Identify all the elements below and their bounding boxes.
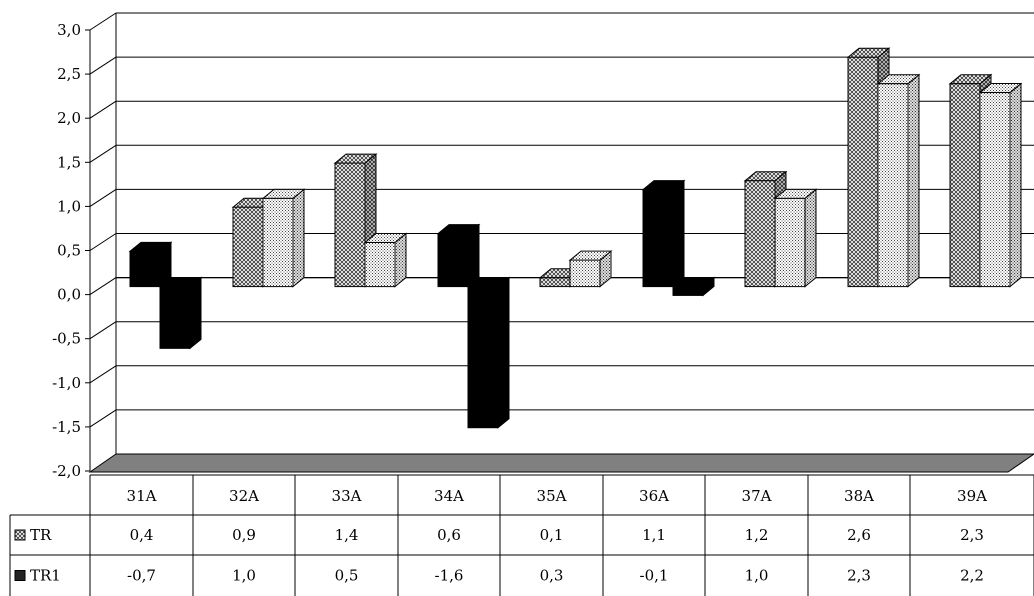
gridline-depth (89, 233, 117, 251)
bar-front (262, 197, 294, 288)
category-label: 36A (639, 487, 669, 505)
y-axis: 3,0 2,5 2,0 1,5 1,0 0,5 0,0 -0,5 -1,0 -1,5 -2,0 (52, 21, 91, 480)
data-label-TR: 0,4 (130, 526, 154, 544)
bar-front (232, 206, 264, 288)
bar-front (159, 286, 191, 349)
gridline-depth (89, 409, 117, 428)
data-label-TR1: 2,3 (847, 567, 871, 585)
gridline-depth (89, 12, 117, 31)
category-label: 33A (332, 487, 362, 505)
data-label-TR1: 2,2 (960, 567, 984, 585)
bar-TR-36A (641, 179, 686, 288)
gridline-depth (89, 56, 117, 75)
bars-layer (128, 47, 1023, 429)
y-tick-label: 2,0 (57, 109, 81, 127)
gridline-depth (89, 277, 117, 296)
bar-front (642, 189, 674, 288)
gridline-depth (89, 188, 117, 207)
bar-front (569, 259, 601, 288)
bar-TR1-34A (466, 276, 511, 429)
bar-TR1-31A (158, 276, 203, 350)
bar-TR1-36A (671, 276, 716, 297)
category-label: 32A (229, 487, 259, 505)
bar-front (364, 242, 396, 288)
legend-swatch-TR1 (14, 570, 26, 581)
y-tick-label: -1,5 (52, 418, 81, 436)
bar-front (539, 277, 571, 288)
category-label: 35A (537, 487, 567, 505)
y-tick-label: -1,0 (52, 374, 81, 392)
data-label-TR: 0,1 (540, 526, 564, 544)
y-tick-label: -0,5 (52, 330, 81, 348)
chart-floor (88, 453, 1034, 473)
data-label-TR: 1,1 (642, 526, 666, 544)
category-label: 31A (127, 487, 157, 505)
y-tick-label: 3,0 (57, 21, 81, 39)
bar-front (744, 180, 776, 288)
y-tick-label: 0,0 (57, 286, 81, 304)
gridline-depth (89, 365, 117, 384)
y-tick-label: 1,5 (57, 153, 81, 171)
bar-front (774, 197, 806, 288)
bar-TR-34A (436, 223, 481, 288)
y-tick-label: 2,5 (57, 65, 81, 83)
bar-side (804, 188, 817, 288)
bar-side (1009, 82, 1022, 288)
data-label-TR: 2,6 (847, 526, 871, 544)
bar-front (334, 162, 366, 288)
bar-TR-31A (128, 241, 173, 288)
bar-front (979, 92, 1011, 288)
data-label-TR1: 0,3 (540, 567, 564, 585)
category-label: 39A (957, 487, 987, 505)
bar-side (189, 276, 202, 350)
bar-TR1-37A (773, 188, 818, 288)
gridline-depth (89, 321, 117, 340)
bar-TR1-32A (261, 188, 306, 288)
bar-side (907, 73, 920, 288)
data-label-TR: 0,9 (232, 526, 256, 544)
bar-front (467, 286, 499, 429)
legend-label-TR1: TR1 (30, 567, 61, 585)
y-tick-label: 0,5 (57, 242, 81, 260)
category-label: 37A (742, 487, 772, 505)
data-label-TR1: -0,1 (640, 567, 669, 585)
data-label-TR: 2,3 (960, 526, 984, 544)
bar-front (129, 250, 161, 288)
bar-TR1-35A (568, 250, 613, 288)
bar-front (877, 83, 909, 288)
gridline-depth (89, 100, 117, 119)
legend-swatch-TR (14, 529, 26, 541)
bar-side (497, 276, 510, 429)
bar-TR1-33A (363, 232, 408, 288)
bar-side (672, 179, 685, 288)
bar-front (847, 56, 879, 288)
data-label-TR1: -1,6 (435, 567, 464, 585)
data-label-TR1: 1,0 (232, 567, 256, 585)
bar-side (292, 188, 305, 288)
bar-front (949, 83, 981, 288)
category-label: 34A (434, 487, 464, 505)
y-tick-label: -2,0 (52, 462, 81, 480)
data-table: 31A 32A 33A 34A 35A 36A 37A 38A 39A TR 0,4 0,9 1,4 0,… (9, 474, 1034, 596)
data-label-TR: 1,2 (745, 526, 769, 544)
bar-front (437, 233, 469, 288)
data-label-TR: 1,4 (335, 526, 359, 544)
data-label-TR1: -0,7 (127, 567, 156, 585)
y-tick-label: 1,0 (57, 197, 81, 215)
legend-label-TR: TR (30, 526, 52, 544)
bar-side (467, 223, 480, 288)
data-label-TR: 0,6 (437, 526, 461, 544)
data-label-TR1: 1,0 (745, 567, 769, 585)
data-label-TR1: 0,5 (335, 567, 359, 585)
category-label: 38A (844, 487, 874, 505)
bar-front (672, 286, 704, 296)
bar-TR1-39A (978, 82, 1023, 288)
bar-TR1-38A (876, 73, 921, 288)
gridline-depth (89, 144, 117, 163)
